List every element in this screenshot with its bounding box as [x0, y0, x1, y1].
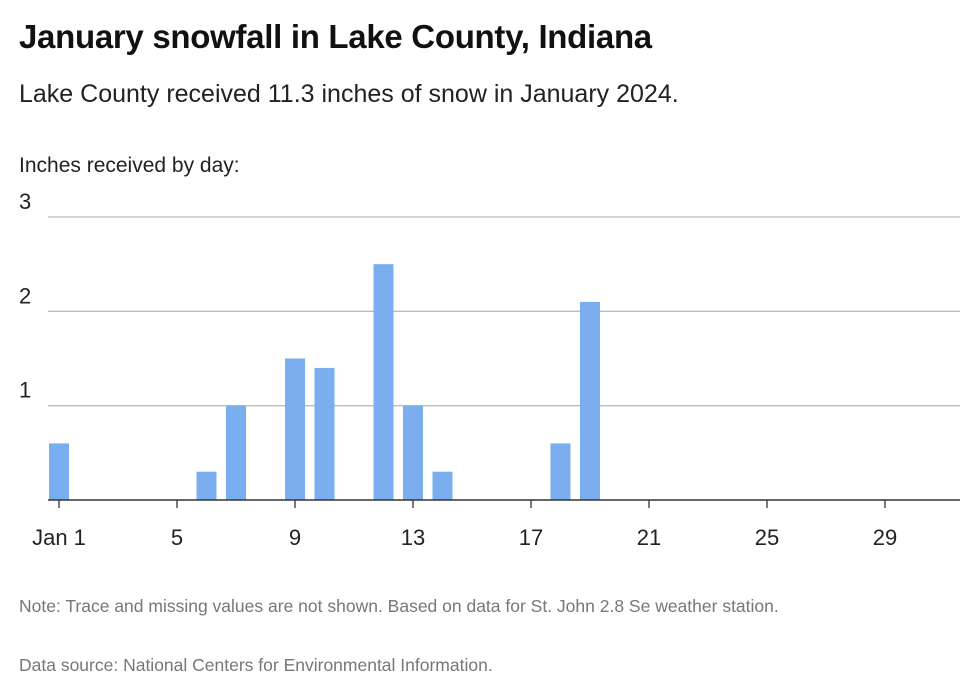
y-tick-label: 2 — [19, 283, 31, 308]
y-axis-label: Inches received by day: — [19, 154, 240, 177]
bar-day-1 — [49, 443, 69, 500]
bar-day-14 — [432, 471, 453, 500]
grid-layer — [48, 216, 960, 407]
x-tick-label: 17 — [519, 525, 543, 550]
bar-day-10 — [314, 367, 335, 500]
y-tick-label: 1 — [19, 378, 31, 403]
x-tick-label: 9 — [289, 525, 301, 550]
x-tick-label: Jan 1 — [32, 525, 86, 550]
bar-layer — [49, 264, 600, 500]
chart-note: Note: Trace and missing values are not s… — [19, 596, 779, 616]
bar-day-19 — [580, 301, 600, 500]
snowfall-bar-chart: 1 2 3 Jan 1 5 9 13 17 21 25 29 — [19, 190, 960, 550]
bar-day-13 — [403, 405, 423, 500]
x-tick-label: 25 — [755, 525, 779, 550]
y-tick-label: 3 — [19, 190, 31, 214]
x-tick-label: 5 — [171, 525, 183, 550]
axis-layer: 1 2 3 Jan 1 5 9 13 17 21 25 29 — [19, 190, 960, 550]
x-tick-label: 13 — [401, 525, 425, 550]
data-source: Data source: National Centers for Enviro… — [19, 655, 493, 675]
bar-day-9 — [285, 358, 305, 500]
chart-subtitle: Lake County received 11.3 inches of snow… — [19, 80, 679, 108]
bar-day-12 — [373, 264, 394, 500]
chart-title: January snowfall in Lake County, Indiana — [19, 18, 652, 55]
bar-day-7 — [226, 405, 246, 500]
x-tick-label: 29 — [873, 525, 897, 550]
bar-day-6 — [196, 471, 217, 500]
bar-day-18 — [550, 443, 571, 500]
x-tick-label: 21 — [637, 525, 661, 550]
